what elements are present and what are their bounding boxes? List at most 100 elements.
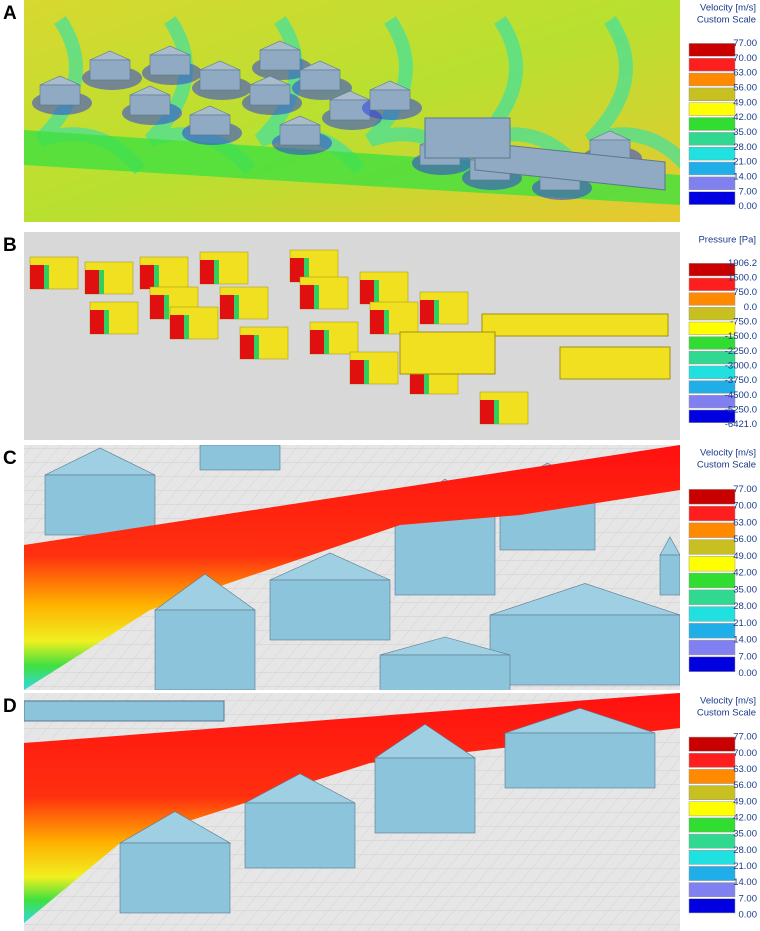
legend-label: 70.00 — [733, 501, 757, 512]
building — [424, 117, 511, 159]
house-face — [150, 295, 164, 319]
house-edge — [164, 295, 169, 319]
legend-label: 14.00 — [733, 877, 757, 888]
legend-label: -6421.0 — [725, 419, 757, 430]
panel: D Velocity [m/s]Custom Scale 77.00 70.00 63.… — [3, 693, 757, 931]
house-face — [370, 310, 384, 334]
legend-swatch — [688, 850, 736, 865]
house-edge — [214, 260, 219, 284]
house-edge — [374, 280, 379, 304]
legend-title: Custom Scale — [697, 15, 756, 26]
house-face — [90, 310, 104, 334]
legend-swatch — [688, 489, 736, 505]
house-wall — [244, 802, 356, 869]
legend-swatch — [688, 639, 736, 656]
house-edge — [384, 310, 389, 334]
legend-swatch — [688, 589, 736, 605]
house-wall — [269, 579, 391, 641]
legend-label: 56.00 — [733, 780, 757, 791]
legend-label: 35.00 — [733, 829, 757, 840]
legend-label: 63.00 — [733, 68, 757, 79]
legend-swatch — [688, 351, 736, 365]
house-wall — [379, 654, 511, 690]
legend-swatch — [688, 380, 736, 394]
building — [559, 346, 671, 380]
legend-label: 7.00 — [739, 651, 758, 662]
house-wall — [504, 732, 656, 789]
legend-swatch — [688, 606, 736, 622]
house-wall — [394, 514, 496, 596]
house-edge — [154, 265, 159, 289]
house-face — [240, 335, 254, 359]
house-face — [170, 315, 184, 339]
legend-swatch — [688, 395, 736, 409]
legend-label: 28.00 — [733, 845, 757, 856]
legend-swatch — [688, 556, 736, 572]
legend-swatch — [688, 117, 736, 131]
house-face — [350, 360, 364, 384]
legend-label: 28.00 — [733, 142, 757, 153]
house-face — [140, 265, 154, 289]
legend-label: -1500.0 — [725, 331, 757, 342]
legend-label: 70.00 — [733, 748, 757, 759]
legend-label: 42.00 — [733, 812, 757, 823]
house-wall — [149, 54, 191, 76]
legend-label: 42.00 — [733, 112, 757, 123]
house-face — [420, 300, 434, 324]
legend-swatch — [688, 572, 736, 589]
legend-swatch — [688, 321, 736, 335]
legend-label: 0.00 — [739, 909, 758, 920]
legend-label: 750.0 — [733, 287, 757, 298]
house-wall — [259, 49, 301, 71]
legend-label: 21.00 — [733, 157, 757, 168]
building — [481, 313, 669, 337]
legend-swatch — [688, 102, 736, 116]
legend-label: 21.00 — [733, 618, 757, 629]
panel-label: C — [3, 448, 17, 469]
legend-swatch — [688, 43, 736, 57]
house-face — [310, 330, 324, 354]
building — [24, 700, 225, 722]
legend-swatch — [688, 147, 736, 161]
legend-title: Custom Scale — [697, 708, 756, 719]
house-edge — [324, 330, 329, 354]
house-face — [410, 370, 424, 394]
legend-swatch — [688, 277, 736, 291]
legend-swatch — [688, 769, 736, 784]
panel-image — [24, 693, 680, 931]
legend-title: Custom Scale — [697, 460, 756, 471]
panel-label: D — [3, 696, 17, 717]
house-edge — [494, 400, 499, 424]
house-edge — [314, 285, 319, 309]
legend-swatch — [688, 833, 736, 849]
panel: B Pressure [Pa] 1906.2 1500.0 750.0 0.0 -750.0… — [3, 232, 757, 440]
legend-label: -3000.0 — [725, 361, 757, 372]
legend-label: 21.00 — [733, 861, 757, 872]
house-edge — [434, 300, 439, 324]
legend-swatch — [688, 87, 736, 101]
legend-label: 0.0 — [744, 302, 757, 313]
legend-title: Velocity [m/s] — [700, 696, 756, 707]
house-wall — [119, 842, 231, 914]
legend-title: Pressure [Pa] — [698, 235, 756, 246]
house-wall — [44, 474, 156, 536]
legend-swatch — [688, 365, 736, 379]
house-wall — [659, 554, 680, 596]
house-wall — [374, 757, 476, 834]
house-wall — [299, 69, 341, 91]
legend-label: -4500.0 — [725, 390, 757, 401]
legend-label: 49.00 — [733, 551, 757, 562]
legend-label: 7.00 — [739, 893, 758, 904]
legend-label: 70.00 — [733, 53, 757, 64]
house-wall — [199, 445, 281, 471]
legend-label: 14.00 — [733, 635, 757, 646]
panel-image — [24, 232, 680, 440]
legend-title: Velocity [m/s] — [700, 448, 756, 459]
panel-label: A — [3, 3, 17, 24]
velocity-band — [24, 445, 680, 690]
house-face — [220, 295, 234, 319]
house-face — [30, 265, 44, 289]
legend-label: -3750.0 — [725, 375, 757, 386]
house-edge — [254, 335, 259, 359]
legend-label: 63.00 — [733, 517, 757, 528]
